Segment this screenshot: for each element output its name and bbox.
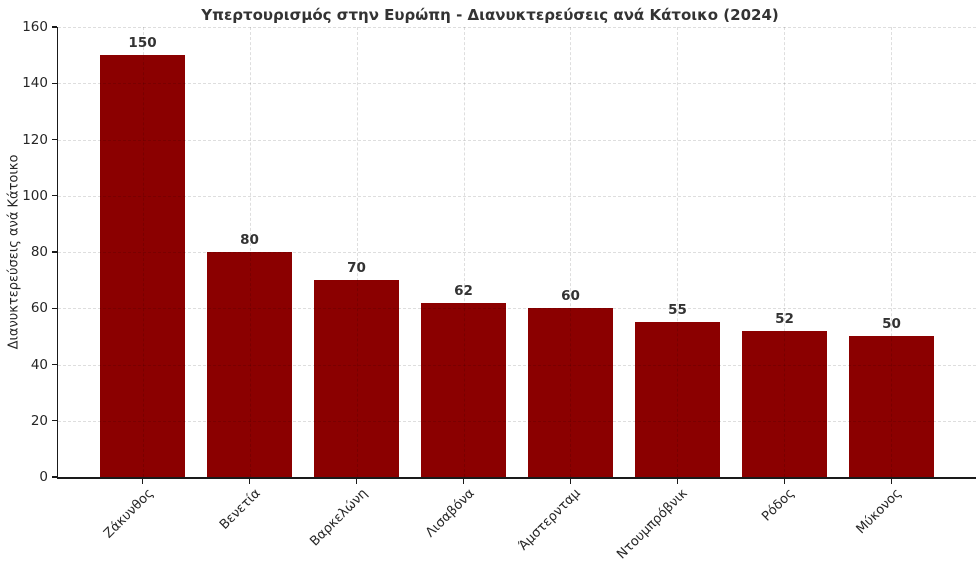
y-tick-label: 160 xyxy=(22,19,48,35)
y-tick-label: 120 xyxy=(22,131,48,148)
bar-value-label: 80 xyxy=(240,232,259,248)
bar xyxy=(420,302,507,477)
gridline-vertical xyxy=(142,27,144,477)
gridline-vertical xyxy=(356,27,358,477)
gridline-horizontal xyxy=(58,252,976,253)
x-tick-mark xyxy=(141,478,144,484)
y-tick-mark xyxy=(51,476,57,478)
gridline-vertical xyxy=(891,27,893,477)
gridline-horizontal xyxy=(58,83,976,85)
x-tick-label: Ντουμπρόβνικ xyxy=(614,486,692,563)
bar-value-label: 55 xyxy=(668,302,687,319)
x-axis-spine xyxy=(56,477,976,479)
bar xyxy=(206,252,293,477)
y-tick-mark xyxy=(51,251,57,253)
bar-value-label: 70 xyxy=(347,260,366,277)
gridline-horizontal xyxy=(58,420,976,422)
gridline-vertical xyxy=(249,27,251,477)
chart-title: Υπερτουρισμός στην Ευρώπη - Διανυκτερεύσ… xyxy=(201,6,779,24)
y-tick-mark xyxy=(51,82,57,84)
bar-value-label: 52 xyxy=(775,310,794,327)
x-tick-mark xyxy=(248,478,251,484)
y-tick-label: 140 xyxy=(22,75,48,92)
y-tick-label: 60 xyxy=(30,300,48,317)
x-tick-mark xyxy=(462,478,465,484)
bar-value-label: 62 xyxy=(454,282,473,299)
gridline-horizontal xyxy=(58,308,976,310)
y-axis-spine xyxy=(56,27,58,479)
x-tick-mark xyxy=(569,478,572,484)
x-tick-label: Άμστερνταμ xyxy=(516,486,585,554)
x-tick-label: Λισαβόνα xyxy=(422,486,478,541)
bar xyxy=(634,322,721,477)
y-tick-mark xyxy=(51,307,57,309)
gridline-vertical xyxy=(463,27,465,477)
bar xyxy=(313,280,400,477)
y-tick-mark xyxy=(51,138,57,141)
x-tick-label: Ρόδος xyxy=(759,486,799,525)
x-tick-mark xyxy=(783,478,786,484)
x-tick-mark xyxy=(890,478,893,484)
bar-value-label: 50 xyxy=(882,316,901,333)
gridline-horizontal xyxy=(58,27,976,28)
x-tick-label: Βενετία xyxy=(216,486,264,533)
x-tick-label: Βαρκελώνη xyxy=(306,486,371,550)
y-tick-mark xyxy=(51,363,57,366)
bar-value-label: 60 xyxy=(561,288,580,305)
x-tick-label: Μύκονος xyxy=(854,486,906,538)
x-tick-mark xyxy=(676,478,679,484)
y-tick-mark xyxy=(51,195,57,197)
y-tick-label: 0 xyxy=(39,469,48,485)
y-tick-label: 80 xyxy=(30,244,48,260)
gridline-horizontal xyxy=(58,139,976,141)
gridline-vertical xyxy=(784,27,786,477)
y-tick-label: 20 xyxy=(30,412,48,429)
y-tick-label: 100 xyxy=(22,187,48,204)
x-tick-mark xyxy=(355,478,358,484)
gridline-vertical xyxy=(570,27,572,477)
bar xyxy=(99,55,186,477)
y-tick-mark xyxy=(51,26,57,28)
bar xyxy=(527,308,614,477)
x-tick-label: Ζάκυνθος xyxy=(100,486,157,542)
y-tick-mark xyxy=(51,420,57,422)
gridline-horizontal xyxy=(58,364,976,366)
y-tick-label: 40 xyxy=(30,356,48,373)
bar xyxy=(741,330,828,477)
bar-value-label: 150 xyxy=(128,35,157,52)
gridline-horizontal xyxy=(58,195,976,197)
gridline-vertical xyxy=(677,27,679,477)
bar xyxy=(848,336,935,477)
